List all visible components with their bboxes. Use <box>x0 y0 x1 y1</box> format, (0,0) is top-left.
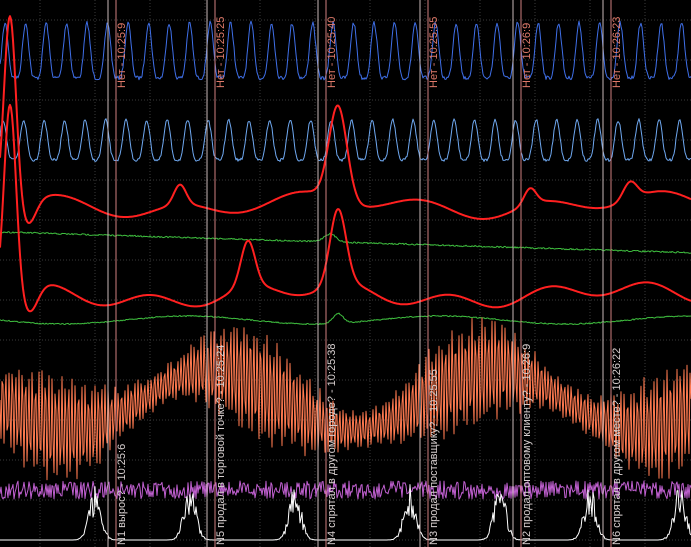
signal-traces <box>0 15 691 541</box>
answer-time-label: Нет - 10:26:23 <box>611 17 623 88</box>
answer-time-label: Нет - 10:25:55 <box>428 17 440 88</box>
question-text-label: N3 продал поставщику? - 10:25:55 <box>428 369 440 545</box>
question-text-label: N1 вырос? - 10:25:6 <box>116 444 128 545</box>
answer-time-label: Нет - 10:25:9 <box>116 23 128 88</box>
answer-time-label: Нет - 10:26:9 <box>521 23 533 88</box>
gsr-1-trace <box>0 15 691 224</box>
cardio-1-trace <box>0 231 691 254</box>
answer-time-label: Нет - 10:25:25 <box>215 17 227 88</box>
gsr-2-trace <box>0 103 691 313</box>
movement-trace <box>0 484 691 541</box>
question-text-label: N4 спрятал в другом городе? - 10:25:38 <box>326 344 338 545</box>
question-markers: Нет - 10:25:9 N1 вырос? - 10:25:6 Нет - 10… <box>107 0 623 547</box>
breath-lower-trace <box>0 118 691 162</box>
cardio-2-trace <box>0 312 691 325</box>
answer-time-label: Нет - 10:25:40 <box>326 17 338 88</box>
question-text-label: N2 продал оптовому клиенту? - 10:26:9 <box>521 344 533 545</box>
plethysmo-trace <box>0 317 691 481</box>
question-text-label: N6 спрятал в другом месте? - 10:26:22 <box>611 348 623 545</box>
question-text-label: N5 продал в торговой точке? - 10:25:24 <box>215 345 227 545</box>
tremor-trace <box>0 480 691 500</box>
breath-upper-trace <box>0 20 691 81</box>
